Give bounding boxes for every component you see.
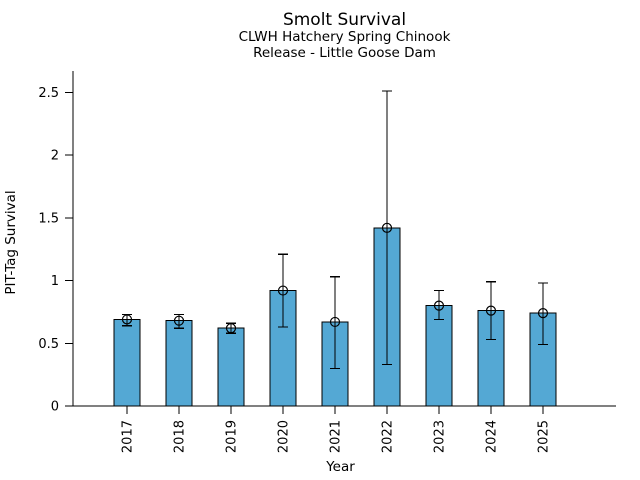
x-tick-label-2019: 2019 <box>225 420 240 453</box>
marker-2024 <box>485 305 497 316</box>
chart-subtitle-line2: Release - Little Goose Dam <box>253 44 436 61</box>
marker-2020 <box>277 285 289 296</box>
chart-header: Smolt Survival CLWH Hatchery Spring Chin… <box>73 10 616 62</box>
x-tick-label-2018: 2018 <box>173 420 188 453</box>
marker-2018 <box>173 315 185 326</box>
marker-2017 <box>121 314 133 325</box>
y-tick-label-0.5: 0.5 <box>38 337 59 352</box>
marker-2022 <box>381 222 393 233</box>
chart-title: Smolt Survival <box>282 10 407 30</box>
marker-2023 <box>433 300 445 311</box>
marker-2019 <box>225 323 237 334</box>
x-tick-label-2023: 2023 <box>433 420 448 453</box>
x-tick-label-2020: 2020 <box>277 420 292 453</box>
bar-2017 <box>113 318 141 407</box>
x-tick-label-2021: 2021 <box>329 420 344 453</box>
x-tick-label-2024: 2024 <box>485 420 500 453</box>
bar-2023 <box>425 305 453 407</box>
y-axis-label: PIT-Tag Survival <box>3 190 19 294</box>
y-tick-label-1: 1 <box>51 274 59 289</box>
y-tick-label-2: 2 <box>51 149 59 164</box>
x-tick-label-2022: 2022 <box>381 420 396 453</box>
marker-2021 <box>329 316 341 328</box>
x-axis-label: Year <box>325 459 355 475</box>
marker-2025 <box>537 308 549 319</box>
y-tick-label-0: 0 <box>51 400 59 415</box>
y-tick-label-1.5: 1.5 <box>38 211 59 226</box>
bar-2019 <box>217 327 245 407</box>
y-tick-label-2.5: 2.5 <box>38 86 59 101</box>
x-tick-label-2017: 2017 <box>121 420 136 453</box>
bar-2018 <box>165 320 193 407</box>
chart-subtitle-line1: CLWH Hatchery Spring Chinook <box>238 29 451 46</box>
x-tick-label-2025: 2025 <box>537 420 552 453</box>
